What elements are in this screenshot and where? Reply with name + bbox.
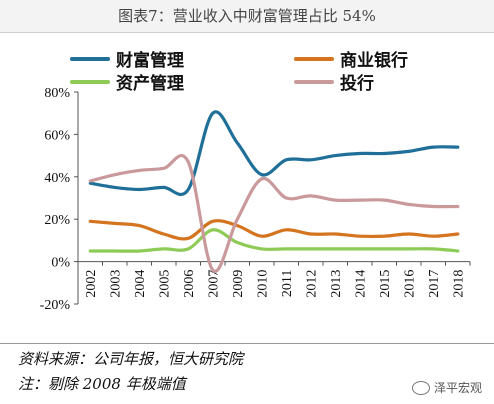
x-tick-label: 2018	[452, 270, 467, 298]
x-tick-label: 2007	[207, 270, 222, 298]
series-line-3	[88, 154, 460, 273]
x-tick-label: 2011	[280, 270, 295, 297]
x-tick-label: 2017	[427, 270, 442, 298]
legend-swatch-3	[294, 79, 334, 84]
watermark: 泽平宏观	[411, 379, 482, 396]
series-line-2	[88, 228, 460, 253]
x-tick-label: 2009	[231, 270, 246, 298]
y-tick-label: 20%	[44, 213, 70, 228]
remark-note: 注：剔除 2008 年极端值	[18, 375, 186, 393]
x-tick-label: 2004	[133, 270, 148, 298]
x-tick-label: 2014	[354, 270, 369, 298]
legend-swatch-2	[70, 79, 110, 84]
y-tick-label: 0%	[51, 256, 70, 271]
x-tick-label: 2002	[84, 270, 99, 298]
x-tick-label: 2012	[305, 270, 320, 298]
y-tick-label: 80%	[44, 86, 70, 101]
legend-item-1: 商业银行	[294, 46, 408, 71]
x-tick-label: 2010	[256, 270, 271, 298]
y-tick-label: -20%	[40, 298, 71, 313]
x-tick-label: 2006	[182, 270, 197, 298]
chart-axes: 80% 60% 40% 20% 0% -20% 2002 2003 2004 2005 2006 20…	[40, 86, 471, 313]
source-note: 资料来源：公司年报，恒大研究院	[18, 350, 244, 368]
chart-series	[88, 110, 460, 273]
wechat-icon	[411, 380, 430, 395]
x-tick-label: 2013	[329, 270, 344, 298]
watermark-text: 泽平宏观	[433, 381, 482, 395]
series-line-1	[88, 219, 460, 241]
x-tick-label: 2016	[403, 270, 418, 298]
divider-line	[0, 343, 494, 344]
legend-label-1: 商业银行	[340, 51, 408, 71]
legend-label-3: 投行	[340, 74, 374, 94]
y-tick-label: 60%	[44, 128, 70, 143]
series-line-0	[88, 110, 460, 197]
legend-item-0: 财富管理	[70, 46, 184, 71]
legend-label-0: 财富管理	[116, 51, 184, 71]
legend-label-2: 资产管理	[116, 74, 184, 94]
y-tick-label: 40%	[44, 171, 70, 186]
page-title: 图表7：营业收入中财富管理占比 54%	[0, 0, 494, 33]
x-tick-label: 2005	[158, 270, 173, 298]
x-tick-label: 2015	[378, 270, 393, 298]
legend-item-2: 资产管理	[70, 69, 184, 94]
legend-swatch-0	[70, 56, 110, 61]
legend-item-3: 投行	[294, 69, 374, 94]
x-tick-label: 2003	[109, 270, 124, 298]
legend-swatch-1	[294, 56, 334, 61]
